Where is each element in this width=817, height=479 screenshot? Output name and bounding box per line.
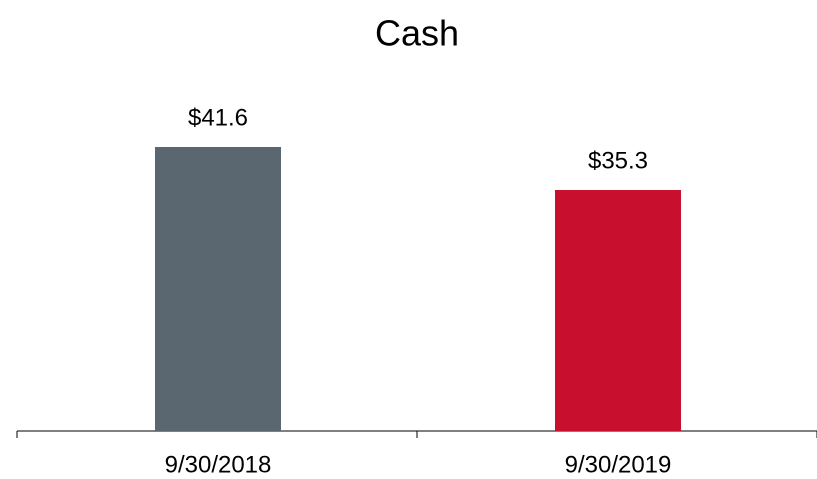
value-label: $35.3: [588, 147, 648, 174]
chart-title: Cash: [375, 13, 459, 54]
x-tick-label: 9/30/2018: [165, 451, 272, 478]
x-tick-label: 9/30/2019: [565, 451, 672, 478]
value-label: $41.6: [188, 104, 248, 131]
bar: [555, 190, 681, 431]
bar: [155, 147, 281, 431]
